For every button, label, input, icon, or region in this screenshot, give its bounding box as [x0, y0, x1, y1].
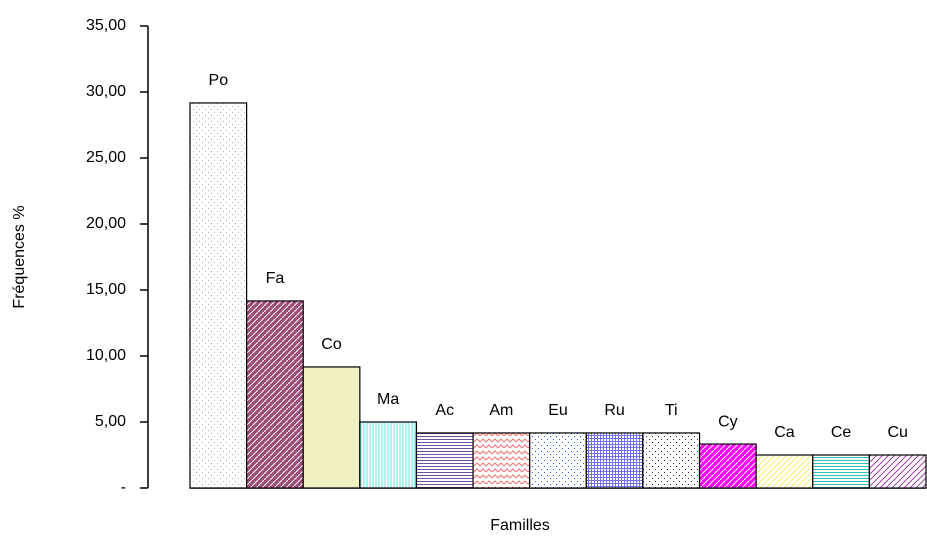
bar: [642, 432, 701, 489]
y-tick-label: 20,00: [86, 215, 126, 232]
bar: [246, 300, 304, 489]
bar-label: Ce: [831, 424, 852, 441]
x-axis-title: Familles: [490, 517, 550, 534]
y-axis-title: Fréquences %: [11, 205, 28, 308]
bar-label: Ti: [665, 402, 678, 419]
bar: [529, 432, 587, 489]
bar: [585, 432, 644, 489]
y-tick-label: 5,00: [95, 413, 126, 430]
bar: [868, 454, 927, 489]
bar: [472, 432, 531, 489]
bar: [415, 432, 474, 489]
y-tick-label: -: [121, 479, 126, 496]
bar-label: Am: [489, 402, 513, 419]
bar: [302, 366, 361, 489]
y-tick-label: 30,00: [86, 83, 126, 100]
bar: [812, 454, 870, 489]
bar-label: Eu: [548, 402, 568, 419]
bar-label: Ca: [774, 424, 795, 441]
bar-label: Cu: [887, 424, 907, 441]
bar-label: Ma: [377, 391, 399, 408]
y-tick-label: 15,00: [86, 281, 126, 298]
bar-label: Po: [209, 72, 229, 89]
bar: [189, 102, 248, 489]
bar: [698, 443, 757, 489]
bar-label: Co: [321, 336, 342, 353]
y-tick-label: 35,00: [86, 17, 126, 34]
y-tick-label: 25,00: [86, 149, 126, 166]
bar-label: Ac: [435, 402, 454, 419]
bar-label: Ru: [604, 402, 624, 419]
bar: [359, 421, 418, 489]
bar-label: Cy: [718, 413, 738, 430]
bar-label: Fa: [266, 270, 285, 287]
bar: [755, 454, 814, 489]
y-tick-label: 10,00: [86, 347, 126, 364]
